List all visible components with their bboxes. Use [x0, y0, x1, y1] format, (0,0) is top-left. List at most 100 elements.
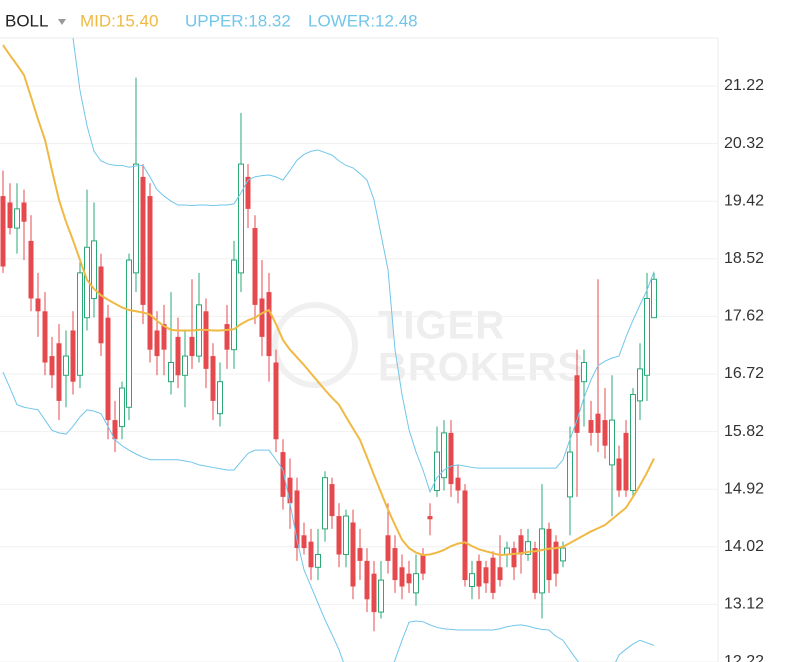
candle-body: [448, 432, 454, 485]
candle-body: [357, 548, 363, 561]
candle-body: [119, 387, 125, 427]
candle-body: [567, 451, 573, 498]
candle-body: [595, 413, 601, 433]
candle-body: [203, 311, 209, 369]
candle-body: [336, 516, 342, 555]
candle-body: [616, 458, 622, 491]
candle-body: [399, 567, 405, 587]
candle-body: [322, 477, 328, 530]
y-tick-label: 15.82: [724, 423, 764, 440]
watermark-text: BROKERS: [378, 346, 585, 390]
candle-body: [252, 228, 258, 305]
candle-body: [147, 196, 153, 350]
candle-body: [7, 202, 13, 229]
indicator-name[interactable]: BOLL: [5, 11, 48, 30]
candle-body: [609, 419, 615, 466]
y-tick-label: 16.72: [724, 365, 764, 382]
candle-body: [231, 259, 237, 351]
header: BOLL MID:15.40 UPPER:18.32 LOWER:12.48: [5, 11, 418, 30]
candle-body: [35, 298, 41, 312]
legend-lower: LOWER:12.48: [308, 11, 418, 30]
watermark-text: TIGER: [378, 304, 505, 348]
y-tick-label: 17.62: [724, 308, 764, 325]
candle-body: [560, 547, 566, 562]
candle-body: [182, 355, 188, 376]
candle-body: [21, 202, 27, 222]
candle-body: [280, 452, 286, 497]
candle-body: [434, 451, 440, 491]
candle-body: [553, 541, 559, 574]
candle-body: [623, 432, 629, 491]
candle-body: [154, 330, 160, 357]
candle-body: [518, 535, 524, 555]
candle-body: [91, 240, 97, 299]
candle-body: [217, 381, 223, 415]
y-tick-label: 13.12: [724, 596, 764, 613]
candle-body: [133, 163, 139, 274]
candle-body: [427, 516, 433, 520]
y-tick-label: 21.22: [724, 77, 764, 94]
candle-body: [126, 259, 132, 408]
candles: [0, 77, 657, 632]
candle-body: [511, 548, 517, 568]
y-tick-label: 18.52: [724, 250, 764, 267]
candle-body: [224, 324, 230, 350]
candle-body: [308, 541, 314, 568]
y-tick-label: 14.02: [724, 538, 764, 555]
candle-body: [294, 490, 300, 549]
candle-body: [462, 490, 468, 581]
candle-body: [392, 548, 398, 581]
candle-body: [49, 356, 55, 376]
candle-body: [175, 336, 181, 376]
candle-body: [644, 297, 650, 376]
y-axis: 21.22 20.32 19.42 18.52 17.62 16.72 15.82 14.92…: [724, 77, 764, 662]
candle-body: [476, 560, 482, 587]
candle-body: [588, 420, 594, 433]
candle-body: [287, 477, 293, 504]
candle-body: [259, 298, 265, 337]
candle-body: [490, 557, 496, 593]
candle-body: [329, 484, 335, 517]
candle-body: [14, 208, 20, 229]
candle-body: [441, 432, 447, 479]
candle-body: [245, 176, 251, 209]
candle-body: [378, 579, 384, 613]
candle-body: [602, 420, 608, 446]
candle-body: [406, 573, 412, 584]
candle-body: [630, 393, 636, 491]
candle-body: [371, 573, 377, 613]
candle-body: [546, 528, 552, 581]
candle-body: [651, 278, 657, 319]
candle-body: [28, 240, 34, 299]
candle-body: [497, 567, 503, 581]
candle-body: [56, 343, 62, 401]
dropdown-arrow[interactable]: [58, 19, 66, 25]
candle-body: [210, 356, 216, 401]
band-line: [2, 44, 655, 557]
candle-body: [574, 375, 580, 433]
candle-body: [161, 324, 167, 350]
candle-body: [343, 515, 349, 555]
y-tick-label: 19.42: [724, 192, 764, 209]
candle-body: [63, 355, 69, 376]
candle-body: [525, 541, 531, 555]
candle-body: [140, 176, 146, 305]
candle-body: [483, 567, 489, 584]
candle-body: [77, 272, 83, 376]
candle-body: [469, 573, 475, 587]
candle-body: [189, 336, 195, 357]
candle-body: [98, 266, 104, 344]
legend-upper: UPPER:18.32: [185, 11, 291, 30]
candle-body: [455, 477, 461, 491]
candle-body: [364, 560, 370, 600]
band-line: [72, 38, 655, 494]
bands: [2, 38, 655, 662]
candle-body: [581, 361, 587, 383]
candle-body: [168, 361, 174, 383]
candle-body: [42, 311, 48, 363]
candle-body: [532, 548, 538, 593]
candle-body: [0, 196, 6, 267]
candle-body: [301, 535, 307, 549]
candle-body: [385, 535, 391, 561]
grid: [0, 85, 718, 662]
